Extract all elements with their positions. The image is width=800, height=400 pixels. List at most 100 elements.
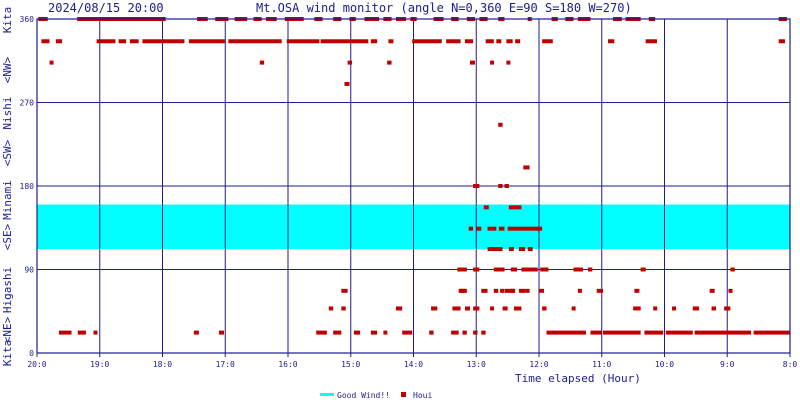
x-tick-label: 16:0	[278, 360, 297, 369]
data-point	[402, 330, 413, 335]
data-point	[498, 184, 503, 188]
data-point	[473, 184, 480, 188]
x-tick-label: 9:0	[720, 360, 735, 369]
data-point	[383, 330, 388, 335]
data-point	[518, 288, 526, 293]
x-tick-label: 8:0	[783, 360, 798, 369]
data-point	[711, 306, 716, 311]
legend: Good Wind!! Houi	[320, 391, 432, 400]
data-point	[728, 288, 733, 293]
data-point	[316, 330, 327, 335]
legend-points-label: Houi	[413, 391, 432, 400]
data-point	[446, 39, 461, 44]
y-side-label: <NW>	[1, 56, 14, 83]
axis-layer: 20:0 19:0 18:0 17:0 16:0 15:0 14:0 13:0 12:0 11:0…	[1, 7, 797, 369]
data-point	[542, 306, 547, 311]
data-point	[341, 306, 346, 311]
data-point	[496, 39, 502, 44]
data-point	[498, 122, 503, 127]
data-point	[469, 60, 475, 65]
x-tick-label: 19:0	[90, 360, 109, 369]
data-point	[344, 81, 350, 86]
data-point	[259, 60, 265, 65]
data-point	[412, 39, 442, 44]
data-point	[341, 288, 348, 293]
data-point	[457, 267, 467, 272]
data-point	[487, 226, 497, 231]
data-point	[506, 60, 511, 65]
data-point	[228, 39, 282, 44]
data-point	[431, 306, 438, 311]
data-point	[468, 226, 474, 231]
data-point	[518, 247, 526, 252]
data-point	[587, 267, 593, 272]
data-point	[778, 39, 785, 44]
data-point	[692, 306, 700, 311]
data-point	[193, 330, 199, 335]
data-point	[142, 39, 185, 44]
data-point	[93, 330, 98, 335]
y-side-label: Kita	[1, 340, 14, 367]
y-side-label: <NE>	[1, 316, 14, 343]
y-side-label: Minami	[1, 180, 14, 220]
data-point	[395, 306, 403, 311]
x-tick-label: 11:0	[592, 360, 611, 369]
x-axis-label: Time elapsed (Hour)	[515, 372, 641, 385]
data-point	[500, 288, 505, 293]
data-point	[540, 267, 549, 272]
data-point	[464, 39, 474, 44]
data-point	[694, 330, 752, 335]
data-point	[483, 205, 489, 210]
data-point	[473, 267, 480, 272]
data-point	[546, 330, 587, 335]
data-point	[515, 39, 521, 44]
y-tick-label: 270	[20, 99, 35, 108]
data-point	[672, 306, 677, 311]
data-point	[118, 39, 127, 44]
data-point	[571, 306, 576, 311]
x-tick-label: 14:0	[404, 360, 423, 369]
data-point	[481, 330, 486, 335]
data-point	[507, 226, 543, 231]
data-point	[596, 288, 604, 293]
data-point	[41, 39, 50, 44]
data-point	[521, 267, 538, 272]
data-point	[96, 39, 116, 44]
data-point	[653, 306, 658, 311]
data-point	[506, 39, 513, 44]
data-point	[665, 330, 693, 335]
data-point	[218, 330, 224, 335]
x-tick-label: 13:0	[467, 360, 486, 369]
data-point	[473, 306, 480, 311]
y-side-label: Kita	[1, 7, 14, 34]
data-point	[633, 306, 641, 311]
data-point	[510, 267, 518, 272]
data-point	[502, 306, 508, 311]
data-point	[753, 330, 790, 335]
data-point	[77, 330, 86, 335]
data-points-layer	[38, 17, 790, 335]
data-point	[640, 267, 646, 272]
y-tick-label: 0	[29, 349, 34, 358]
data-point	[370, 39, 378, 44]
data-point	[525, 288, 530, 293]
data-point	[523, 165, 530, 170]
data-point	[473, 330, 478, 335]
legend-good-swatch	[320, 393, 334, 396]
data-point	[462, 330, 467, 335]
data-point	[370, 330, 378, 335]
data-point	[286, 39, 320, 44]
x-tick-label: 12:0	[529, 360, 548, 369]
data-point	[724, 306, 731, 311]
data-point	[490, 60, 495, 65]
data-point	[458, 288, 467, 293]
data-point	[644, 330, 664, 335]
data-point	[452, 306, 461, 311]
data-point	[476, 226, 482, 231]
data-point	[508, 247, 514, 252]
data-point	[320, 39, 369, 44]
data-point	[429, 330, 434, 335]
data-point	[451, 330, 459, 335]
